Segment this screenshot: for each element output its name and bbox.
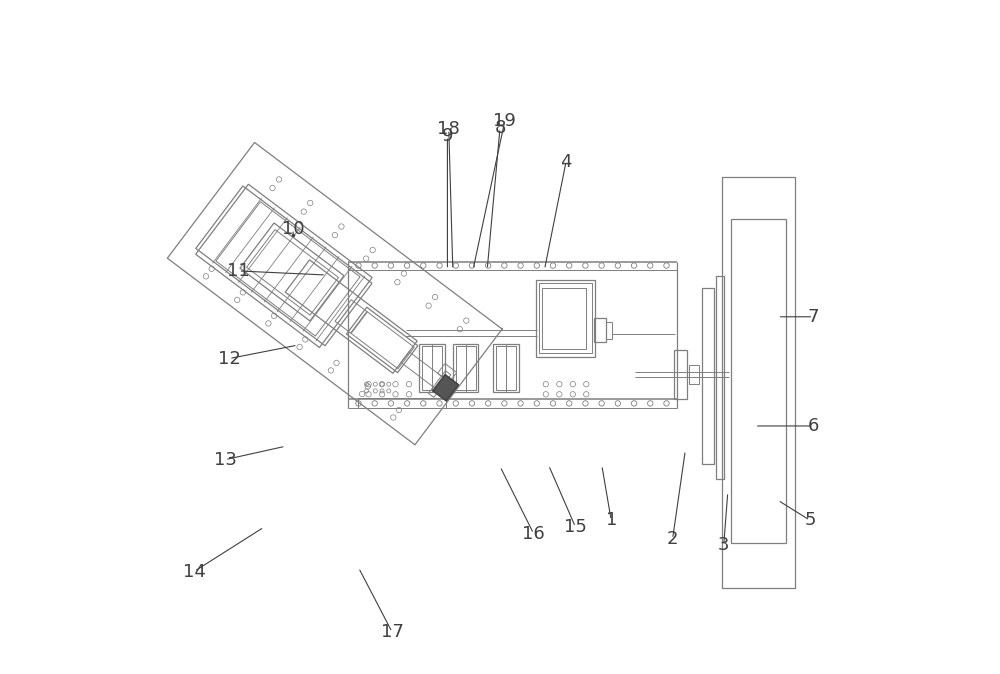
Text: 15: 15 <box>564 518 587 536</box>
Bar <box>702 288 714 464</box>
Text: 13: 13 <box>214 451 236 468</box>
Text: 6: 6 <box>808 417 819 435</box>
Bar <box>493 344 519 392</box>
Text: 18: 18 <box>437 121 460 138</box>
Text: 4: 4 <box>560 153 572 171</box>
Bar <box>731 219 786 543</box>
Bar <box>689 365 699 384</box>
Text: 11: 11 <box>227 262 250 280</box>
Text: 19: 19 <box>493 113 516 130</box>
Text: 7: 7 <box>808 308 819 326</box>
Bar <box>453 344 478 392</box>
Bar <box>716 276 724 479</box>
Bar <box>496 346 516 390</box>
Bar <box>419 344 445 392</box>
Text: 16: 16 <box>522 525 545 543</box>
Text: 1: 1 <box>606 512 617 529</box>
Text: 2: 2 <box>667 530 678 548</box>
Bar <box>536 280 595 357</box>
Text: 3: 3 <box>718 536 730 553</box>
Bar <box>456 346 476 390</box>
Bar <box>358 398 446 408</box>
Text: 12: 12 <box>218 350 240 367</box>
Text: 17: 17 <box>381 623 404 641</box>
Polygon shape <box>433 375 458 401</box>
Bar <box>542 288 586 349</box>
Text: 8: 8 <box>494 119 506 137</box>
Bar <box>606 322 612 339</box>
Bar <box>422 346 442 390</box>
Bar <box>722 177 795 588</box>
Text: 5: 5 <box>804 512 816 529</box>
Bar <box>539 283 592 353</box>
Text: 10: 10 <box>282 220 304 238</box>
Bar <box>674 350 687 399</box>
Text: 14: 14 <box>183 563 205 580</box>
Text: 9: 9 <box>442 127 453 145</box>
Bar <box>594 318 606 342</box>
